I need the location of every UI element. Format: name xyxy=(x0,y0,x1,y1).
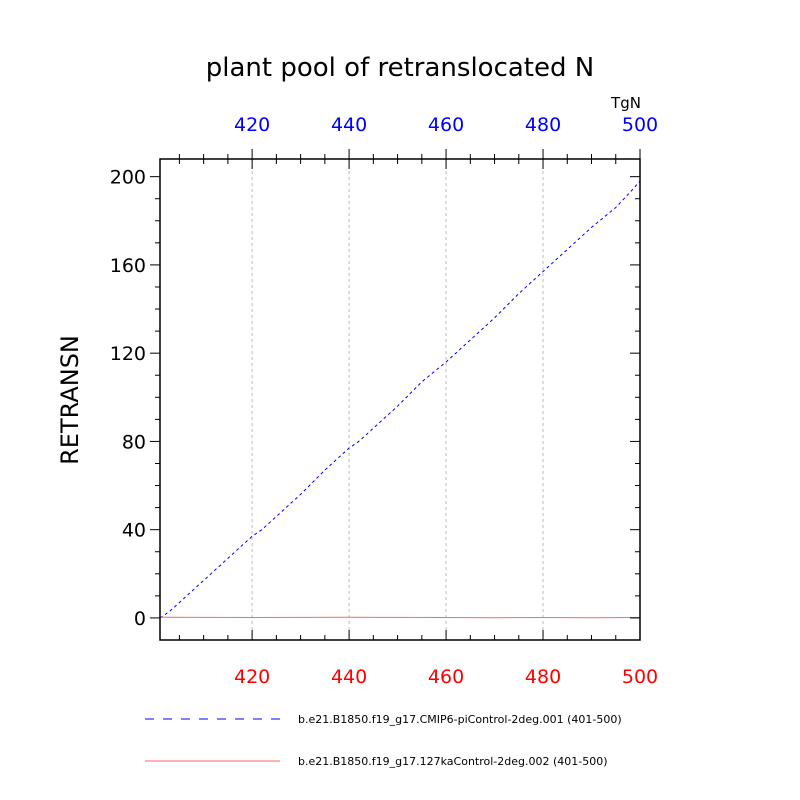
x-tick-label-top-500: 500 xyxy=(622,114,658,136)
x-tick-label-bottom-460: 460 xyxy=(428,666,464,688)
plot-frame xyxy=(159,158,641,641)
units-label: TgN xyxy=(610,94,641,112)
chart-title: plant pool of retranslocated N xyxy=(206,53,594,83)
x-tick-label-bottom-420: 420 xyxy=(234,666,270,688)
gridlines xyxy=(251,159,544,640)
y-tick-label-160: 160 xyxy=(110,255,146,277)
legend-label-series-1: b.e21.B1850.f19_g17.CMIP6-piControl-2deg… xyxy=(298,713,622,726)
legend: b.e21.B1850.f19_g17.CMIP6-piControl-2deg… xyxy=(145,713,622,768)
x-tick-label-top-460: 460 xyxy=(428,114,464,136)
x-tick-label-bottom-480: 480 xyxy=(525,666,561,688)
axis-ticks xyxy=(150,149,641,640)
tick-labels: 0 40 80 120 160 200 420 420 440 440 460 460 480 480 50… xyxy=(110,114,658,688)
x-tick-label-top-420: 420 xyxy=(234,114,270,136)
series-lines xyxy=(159,180,641,619)
y-tick-label-40: 40 xyxy=(122,520,146,542)
series-line-1 xyxy=(159,180,641,619)
x-tick-label-bottom-500: 500 xyxy=(622,666,658,688)
y-tick-label-0: 0 xyxy=(134,608,146,630)
x-tick-label-top-440: 440 xyxy=(331,114,367,136)
y-axis-label: RETRANSN xyxy=(56,335,84,465)
x-tick-label-top-480: 480 xyxy=(525,114,561,136)
x-tick-label-bottom-440: 440 xyxy=(331,666,367,688)
y-tick-label-80: 80 xyxy=(122,431,146,453)
y-tick-label-120: 120 xyxy=(110,343,146,365)
legend-label-series-2: b.e21.B1850.f19_g17.127kaControl-2deg.00… xyxy=(298,755,608,768)
y-tick-label-200: 200 xyxy=(110,167,146,189)
